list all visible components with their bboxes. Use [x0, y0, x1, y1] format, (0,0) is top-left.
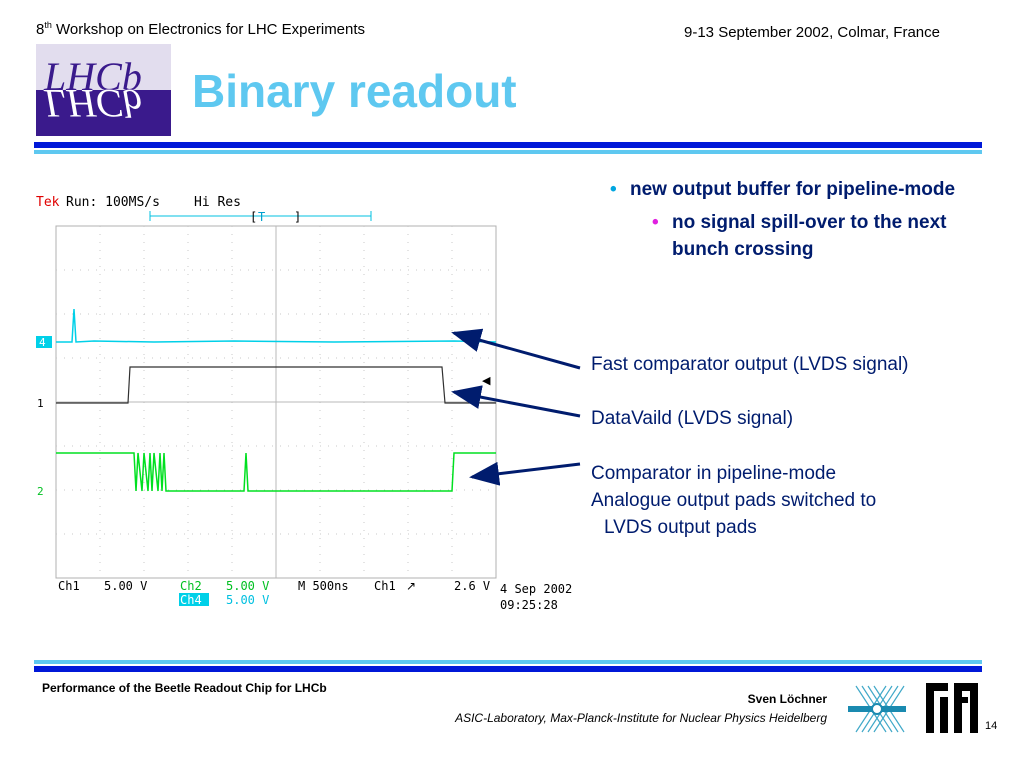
trigger-channel: Ch1 [374, 579, 396, 593]
workshop-title: 8th Workshop on Electronics for LHC Expe… [36, 20, 366, 38]
bullet-dot-icon: • [610, 179, 617, 200]
top-rule [34, 142, 982, 148]
scope-brand: Tek [36, 195, 60, 210]
scope-run: Run: 100MS/s [66, 195, 160, 210]
bottom-rule [34, 666, 982, 672]
slide-title: Binary readout [192, 65, 517, 117]
scope-time: 09:25:28 [500, 598, 558, 612]
arrow-fast-comparator [451, 328, 581, 370]
ch2-label: Ch2 [180, 579, 202, 593]
trace-ch2 [56, 452, 496, 492]
ch1-label: Ch1 [58, 579, 80, 593]
annotation-fast-comparator: Fast comparator output (LVDS signal) [591, 354, 909, 375]
scope-date: 4 Sep 2002 [500, 582, 572, 596]
footer-institute: ASIC-Laboratory, Max-Planck-Institute fo… [455, 711, 827, 725]
bullet-level1: • new output buffer for pipeline-mode [610, 176, 980, 203]
mpi-logo [926, 683, 978, 733]
svg-text:LHCb: LHCb [43, 54, 142, 99]
footer-talk-title: Performance of the Beetle Readout Chip f… [42, 681, 327, 695]
date-place: 9-13 September 2002, Colmar, France [684, 24, 940, 41]
lhcb-logo: LHCb LHCb [36, 44, 171, 136]
annotation-arrows [451, 328, 581, 486]
ch2-marker: 2 [37, 485, 44, 498]
ch1-scale: 5.00 V [104, 579, 147, 593]
scope-mode: Hi Res [194, 195, 241, 210]
trace-ch4 [56, 308, 497, 343]
annotation-comparator: Comparator in pipeline-mode Analogue out… [591, 463, 877, 538]
svg-text:[: [ [250, 210, 257, 224]
arrow-datavalid [451, 385, 581, 418]
ch1-marker: 1 [37, 397, 44, 410]
ch4-label: Ch4 [180, 593, 202, 607]
footer-author: Sven Löchner [747, 692, 827, 706]
svg-text:]: ] [294, 210, 301, 224]
bullet-list: • new output buffer for pipeline-mode • … [610, 176, 980, 263]
ch4-marker: 4 [39, 336, 46, 349]
arrow-comparator [469, 461, 581, 486]
annotation-datavalid: DataVaild (LVDS signal) [591, 408, 794, 429]
timebase: M 500ns [298, 579, 349, 593]
trigger-marker: T [258, 210, 265, 224]
top-rule-light [34, 150, 982, 154]
asic-lab-logo [848, 685, 906, 733]
trigger-level: 2.6 V [454, 579, 490, 593]
bottom-rule-light [34, 660, 982, 664]
page-number: 14 [985, 720, 998, 732]
svg-text:LHCb: LHCb [43, 81, 142, 126]
bullet-dot-icon: • [652, 212, 659, 233]
ch2-scale: 5.00 V [226, 579, 269, 593]
ch4-scale: 5.00 V [226, 593, 269, 607]
trigger-slope-icon: ↗ [406, 579, 416, 593]
svg-text:◀: ◀ [482, 374, 491, 387]
bullet-level2: • no signal spill-over to the next bunch… [610, 209, 980, 263]
